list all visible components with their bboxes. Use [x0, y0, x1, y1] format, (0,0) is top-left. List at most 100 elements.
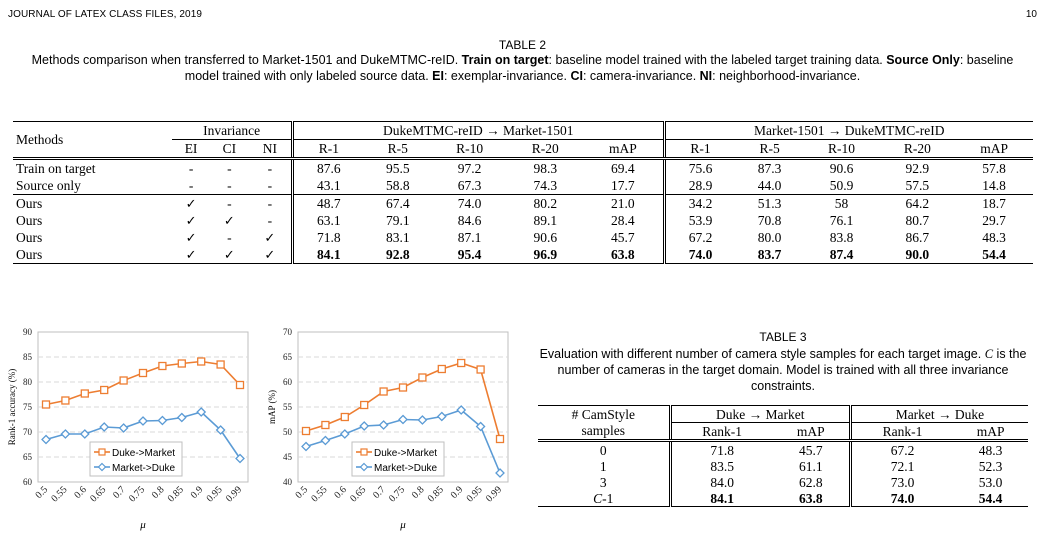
- invariance-cell: -: [227, 195, 232, 211]
- invariance-cell: -: [267, 195, 273, 211]
- value-cell: 83.1: [385, 229, 410, 245]
- data-point: [138, 368, 148, 378]
- metric-col-header: Rank-1: [668, 422, 773, 442]
- value-cell: 74.0: [662, 246, 736, 264]
- value-cell: 95.4: [431, 246, 508, 264]
- value-cell: 90.0: [879, 246, 956, 264]
- x-tick-label: 0.7: [371, 484, 388, 501]
- x-tick-label: 0.85: [166, 484, 186, 504]
- value-cell: 70.8: [757, 212, 782, 228]
- x-tick-label: 0.8: [410, 484, 427, 501]
- y-tick-label: 65: [23, 452, 33, 462]
- value-cell: 83.5: [668, 458, 773, 474]
- samples-cell: 0: [599, 442, 607, 458]
- data-point: [235, 453, 245, 464]
- invariance-cell: -: [248, 177, 293, 195]
- data-point: [100, 385, 109, 395]
- value-cell: 50.9: [803, 177, 880, 195]
- value-cell: 48.7: [290, 194, 364, 212]
- value-cell: 97.2: [457, 160, 482, 176]
- data-point: [437, 364, 446, 374]
- caption-part: : baseline model trained with the labele…: [548, 53, 887, 67]
- t3-group2-header: Market → Duke: [848, 405, 1028, 423]
- table-row: Train on target - - - 87.6 95.5 97.2 98.3 69.4 75…: [13, 158, 1033, 177]
- value-cell: 18.7: [982, 195, 1006, 211]
- value-cell: 90.6: [829, 160, 854, 176]
- caption-part: EI: [432, 69, 444, 83]
- value-cell: 74.0: [848, 490, 954, 507]
- value-cell: 53.0: [978, 474, 1003, 490]
- data-point: [216, 360, 225, 369]
- invariance-cell: ✓: [172, 246, 210, 264]
- value-cell: 34.2: [662, 194, 736, 212]
- group2-header: Market-1501 → DukeMTMC-reID: [662, 121, 1033, 140]
- y-axis-label: Rank-1 accuracy (%): [7, 369, 17, 445]
- data-point: [301, 426, 311, 436]
- data-point: [320, 435, 331, 446]
- caption-variable: C: [984, 347, 994, 361]
- value-cell: 63.8: [583, 246, 665, 264]
- y-tick-label: 75: [23, 402, 33, 412]
- value-cell: 72.1: [848, 458, 954, 474]
- metric-col-header: mAP: [955, 139, 1033, 160]
- value-cell: 74.3: [507, 177, 584, 195]
- value-cell: 62.8: [798, 474, 823, 490]
- method-cell: Train on target: [16, 160, 96, 176]
- data-point: [360, 400, 369, 410]
- legend-label: Market->Duke: [374, 463, 438, 474]
- value-cell: 95.5: [385, 160, 410, 176]
- legend-box: [351, 441, 445, 477]
- metric-col-header: R-20: [879, 139, 956, 160]
- value-cell: 98.3: [533, 160, 558, 176]
- value-cell: 80.2: [533, 195, 558, 211]
- table-row: Source only - - -43.1 58.8 67.3 74.3 17.7 28.9 44…: [13, 177, 1033, 195]
- invariance-cell: ✓: [248, 246, 293, 264]
- table3: # CamStyle Duke → Market Market → Duke s…: [538, 405, 1028, 507]
- caption-part: : neighborhood-invariance.: [712, 69, 861, 83]
- data-point: [436, 411, 447, 422]
- value-cell: 44.0: [735, 177, 804, 195]
- data-point: [417, 415, 428, 425]
- legend-box: [89, 441, 183, 477]
- value-cell: 64.2: [905, 195, 930, 211]
- running-header: JOURNAL OF LATEX CLASS FILES, 2019: [8, 9, 203, 20]
- value-cell: 43.1: [290, 177, 364, 195]
- value-cell: 84.6: [457, 212, 482, 228]
- inv-col-header: EI: [172, 139, 210, 160]
- table-row: Ours ✓ - ✓ 71.8 83.1 87.1 90.6 45.7 67.2 80.0 83.8 8…: [13, 229, 1033, 246]
- data-point: [476, 365, 485, 374]
- value-cell: 67.2: [662, 229, 736, 246]
- x-tick-label: 0.5: [294, 484, 311, 501]
- invariance-cell: -: [267, 212, 273, 228]
- x-tick-label: 0.55: [309, 484, 329, 504]
- data-point: [359, 421, 370, 431]
- value-cell: 52.3: [978, 458, 1003, 474]
- value-cell: 87.4: [803, 246, 880, 264]
- data-point: [235, 380, 245, 390]
- value-cell: 79.1: [385, 212, 410, 228]
- metric-col-header: R-5: [363, 139, 432, 160]
- x-tick-label: 0.95: [205, 484, 225, 504]
- data-point: [41, 400, 51, 409]
- table-row: C-1 84.1 63.8 74.0 54.4: [538, 490, 1028, 507]
- data-point: [197, 357, 206, 366]
- x-tick-label: 0.5: [34, 484, 51, 501]
- x-axis-label: μ: [399, 519, 406, 531]
- y-tick-label: 70: [23, 427, 33, 437]
- samples-cell: 1: [599, 458, 607, 474]
- legend-marker: [97, 462, 107, 472]
- x-tick-label: 0.7: [111, 484, 128, 501]
- data-point: [379, 387, 388, 396]
- invariance-cell: -: [227, 229, 232, 245]
- camstyle-header: # CamStyle: [538, 405, 671, 423]
- value-cell: 71.8: [290, 229, 364, 246]
- y-axis-label: mAP (%): [267, 390, 277, 424]
- samples-cell: C-1: [538, 490, 671, 507]
- value-cell: 14.8: [955, 177, 1033, 195]
- value-cell: 87.6: [290, 158, 364, 177]
- page-number: 10: [1025, 9, 1037, 20]
- value-cell: 28.9: [662, 177, 736, 195]
- value-cell: 84.1: [668, 490, 773, 507]
- methods-header: Methods: [13, 121, 173, 160]
- metric-col-header: R-20: [507, 139, 584, 160]
